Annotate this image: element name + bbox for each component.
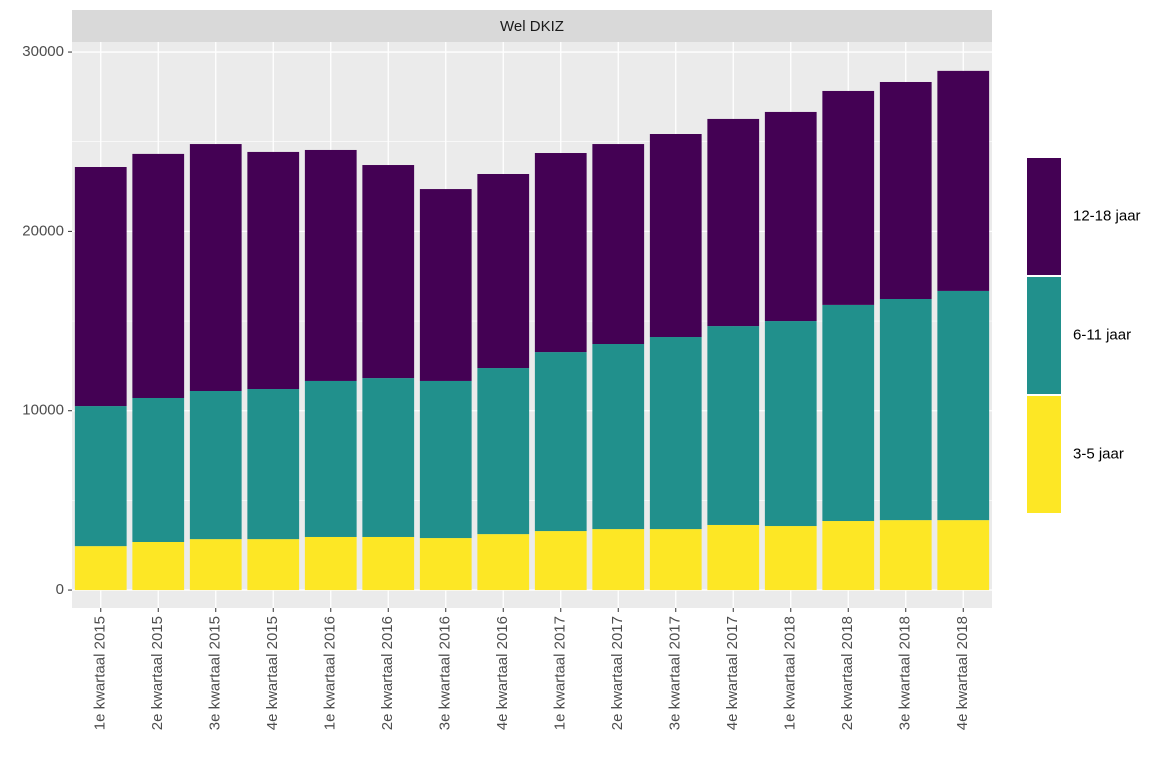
x-tick-label: 4e kwartaal 2018 (954, 616, 971, 730)
bar-segment (132, 542, 185, 591)
x-tick-label: 3e kwartaal 2015 (207, 616, 224, 730)
bar-segment (247, 389, 300, 540)
bar-segment (477, 534, 530, 591)
bar-segment (707, 118, 760, 327)
x-tick-label: 4e kwartaal 2017 (724, 616, 741, 730)
x-tick-label: 3e kwartaal 2018 (897, 616, 914, 730)
bar-segment (477, 173, 530, 369)
bar-segment (362, 536, 415, 591)
bar-segment (879, 298, 932, 521)
bar-segment (132, 397, 185, 543)
x-tick-label: 4e kwartaal 2015 (264, 616, 281, 730)
bar-segment (707, 524, 760, 591)
y-tick-label: 10000 (22, 402, 64, 419)
legend-label: 6-11 jaar (1073, 326, 1131, 343)
bar-segment (304, 149, 357, 381)
bar-segment (534, 153, 587, 353)
bar-segment (592, 344, 645, 530)
x-tick-label: 1e kwartaal 2018 (782, 616, 799, 730)
bar-segment (649, 134, 702, 338)
bar-segment (247, 539, 300, 591)
bar-segment (822, 521, 875, 591)
bar-segment (822, 90, 875, 305)
x-tick-label: 3e kwartaal 2016 (437, 616, 454, 730)
bar-segment (822, 304, 875, 522)
legend-key (1027, 158, 1061, 275)
bar-segment (649, 337, 702, 530)
x-tick-label: 2e kwartaal 2017 (609, 616, 626, 730)
bar-segment (419, 189, 472, 381)
x-tick-label: 1e kwartaal 2017 (552, 616, 569, 730)
bar-segment (189, 390, 242, 540)
legend-key (1027, 277, 1061, 394)
bar-segment (189, 539, 242, 591)
bar-segment (707, 326, 760, 525)
bar-segment (189, 144, 242, 391)
x-tick-label: 4e kwartaal 2016 (494, 616, 511, 730)
x-tick-label: 2e kwartaal 2018 (839, 616, 856, 730)
bar-segment (764, 321, 817, 527)
x-tick-label: 2e kwartaal 2016 (379, 616, 396, 730)
bar-segment (74, 546, 127, 591)
bar-segment (477, 368, 530, 535)
bar-segment (592, 144, 645, 345)
legend-key (1027, 396, 1061, 513)
bar-segment (247, 151, 300, 390)
facet-strip (72, 10, 992, 42)
bar-segment (534, 352, 587, 532)
y-tick-label: 0 (56, 581, 64, 598)
bar-segment (764, 111, 817, 322)
bar-segment (649, 529, 702, 591)
x-tick-label: 2e kwartaal 2015 (149, 616, 166, 730)
x-tick-label: 3e kwartaal 2017 (667, 616, 684, 730)
y-tick-label: 30000 (22, 43, 64, 60)
bar-segment (74, 406, 127, 547)
bar-segment (879, 520, 932, 591)
legend-label: 12-18 jaar (1073, 207, 1141, 224)
bar-segment (879, 81, 932, 299)
bar-segment (592, 529, 645, 591)
bar-segment (937, 520, 990, 591)
bar-segment (362, 165, 415, 379)
bar-segment (74, 167, 127, 407)
facet-label: Wel DKIZ (500, 18, 564, 35)
legend-label: 3-5 jaar (1073, 445, 1124, 462)
bar-segment (937, 290, 990, 521)
x-tick-label: 1e kwartaal 2015 (92, 616, 109, 730)
bar-segment (304, 536, 357, 591)
bar-segment (937, 70, 990, 291)
bar-segment (419, 538, 472, 591)
bar-segment (304, 380, 357, 537)
bar-segment (419, 380, 472, 539)
x-tick-label: 1e kwartaal 2016 (322, 616, 339, 730)
bar-segment (132, 153, 185, 398)
bar-segment (362, 378, 415, 537)
bar-segment (764, 526, 817, 591)
y-tick-label: 20000 (22, 222, 64, 239)
bar-segment (534, 531, 587, 591)
